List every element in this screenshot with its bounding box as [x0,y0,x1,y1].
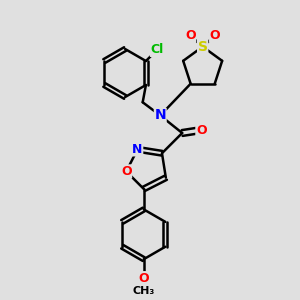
Text: O: O [121,165,132,178]
Text: N: N [132,143,143,156]
Text: N: N [154,108,166,122]
Text: O: O [185,29,196,42]
Text: Cl: Cl [150,44,164,56]
Text: S: S [198,40,208,54]
Text: CH₃: CH₃ [133,286,155,296]
Text: O: O [210,29,220,42]
Text: O: O [139,272,149,285]
Text: O: O [196,124,206,136]
